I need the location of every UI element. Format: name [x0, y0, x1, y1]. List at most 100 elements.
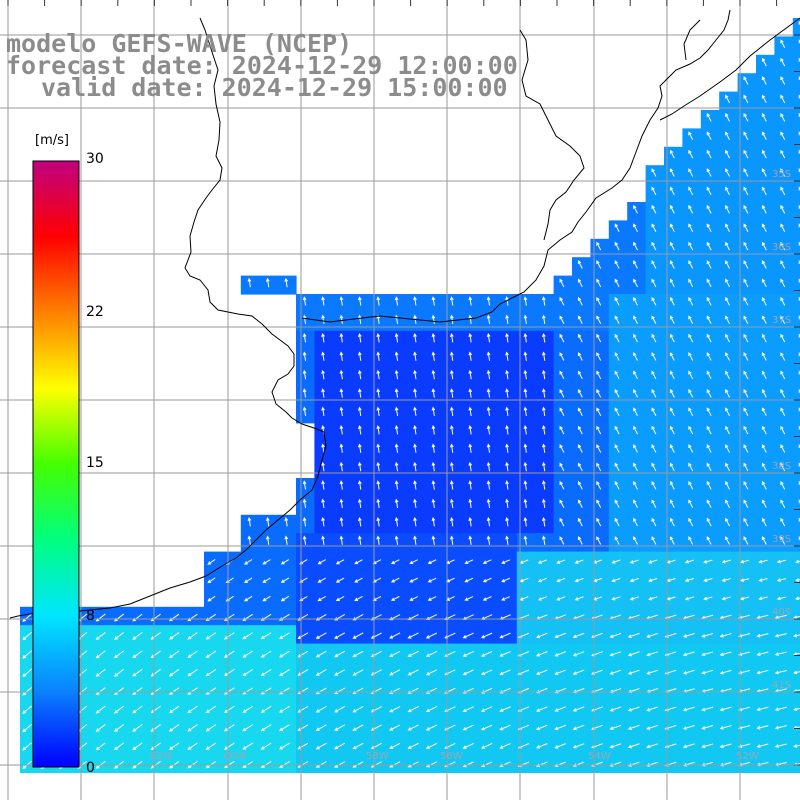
- wind-arrow: [706, 462, 712, 472]
- wind-speed-cell: [792, 367, 800, 387]
- wind-arrow: [596, 425, 602, 435]
- wind-arrow: [614, 315, 620, 324]
- wind-arrow: [265, 517, 270, 527]
- wind-arrow: [427, 559, 437, 565]
- wind-arrow: [486, 351, 491, 361]
- wind-arrow: [706, 499, 712, 508]
- wind-arrow: [706, 370, 712, 380]
- wind-arrow: [780, 462, 786, 472]
- wind-arrow: [187, 742, 198, 750]
- wind-arrow: [464, 577, 474, 583]
- wind-arrow: [339, 461, 344, 472]
- wind-arrow: [743, 480, 749, 490]
- wind-arrow: [646, 651, 658, 657]
- wind-arrow: [761, 149, 767, 159]
- wind-arrow: [774, 614, 787, 620]
- wind-speed-cell: [792, 54, 800, 74]
- wind-arrow: [761, 131, 767, 140]
- wind-arrow: [431, 369, 436, 380]
- wind-arrow: [339, 425, 344, 435]
- wind-arrow: [302, 480, 307, 490]
- wind-arrow: [577, 425, 583, 435]
- wind-arrow: [95, 687, 106, 696]
- wind-arrow: [482, 559, 492, 564]
- wind-arrow: [113, 632, 125, 640]
- wind-arrow: [780, 352, 786, 361]
- wind-arrow: [541, 296, 546, 306]
- wind-arrow: [376, 535, 381, 545]
- wind-arrow: [113, 687, 125, 696]
- wind-arrow: [482, 596, 492, 601]
- wind-arrow: [168, 632, 180, 640]
- wind-arrow: [22, 668, 32, 678]
- wind-arrow: [499, 706, 511, 712]
- wind-arrow: [431, 296, 436, 306]
- wind-arrow: [719, 706, 732, 712]
- wind-arrow: [614, 241, 620, 251]
- wind-arrow: [577, 536, 583, 545]
- wind-arrow: [449, 314, 454, 325]
- lon-label: 58W: [366, 751, 389, 762]
- wind-arrow: [427, 596, 437, 601]
- wind-arrow: [596, 260, 602, 269]
- wind-arrow: [725, 260, 730, 269]
- wind-arrow: [651, 444, 657, 453]
- wind-arrow: [725, 223, 730, 232]
- wind-arrow: [743, 204, 749, 214]
- wind-arrow: [205, 705, 217, 714]
- wind-arrow: [372, 596, 382, 601]
- wind-arrow: [480, 669, 493, 676]
- colorbar-unit-label: [m/s]: [35, 133, 69, 148]
- coastline: [9, 9, 800, 619]
- wind-arrow: [389, 706, 401, 713]
- wind-arrow: [725, 149, 730, 159]
- wind-arrow: [302, 517, 307, 527]
- wind-arrow: [756, 743, 769, 748]
- wind-arrow: [480, 706, 493, 712]
- wind-arrow: [394, 351, 399, 361]
- wind-arrow: [464, 559, 474, 565]
- wind-arrow: [743, 76, 749, 85]
- wind-arrow: [279, 632, 290, 640]
- wind-arrow: [541, 517, 546, 527]
- wind-arrow: [394, 480, 399, 490]
- wind-speed-cell: [792, 312, 800, 332]
- wind-arrow: [132, 705, 143, 714]
- wind-arrow: [669, 352, 675, 361]
- wind-arrow: [669, 388, 675, 398]
- wind-arrow: [577, 462, 583, 472]
- wind-arrow: [462, 706, 474, 713]
- wind-arrow: [627, 724, 640, 730]
- wind-arrow: [431, 406, 436, 417]
- wind-arrow: [596, 296, 602, 306]
- wind-arrow: [339, 369, 344, 380]
- wind-arrow: [651, 407, 657, 416]
- wind-arrow: [413, 351, 417, 361]
- wind-arrow: [352, 742, 364, 750]
- wind-arrow: [627, 632, 640, 638]
- wind-arrow: [688, 536, 694, 545]
- wind-arrow: [701, 669, 714, 675]
- wind-arrow: [795, 578, 800, 582]
- wind-arrow: [449, 461, 454, 472]
- wind-arrow: [376, 388, 381, 398]
- wind-arrow: [315, 669, 327, 676]
- wind-arrow: [242, 742, 253, 750]
- wind-arrow: [614, 407, 620, 416]
- wind-arrow: [596, 370, 602, 380]
- wind-arrow: [743, 186, 749, 196]
- wind-arrow: [682, 651, 695, 657]
- wind-arrow: [431, 333, 436, 343]
- wind-arrow: [321, 480, 325, 490]
- wind-arrow: [684, 559, 695, 564]
- wind-arrow: [651, 168, 657, 177]
- wind-arrow: [682, 706, 695, 712]
- wind-arrow: [761, 499, 767, 508]
- lat-label: 37S: [772, 315, 792, 326]
- wind-arrow: [614, 536, 620, 545]
- wind-arrow: [682, 725, 695, 730]
- wind-arrow: [505, 461, 509, 472]
- wind-arrow: [688, 315, 694, 324]
- wind-arrow: [390, 559, 400, 565]
